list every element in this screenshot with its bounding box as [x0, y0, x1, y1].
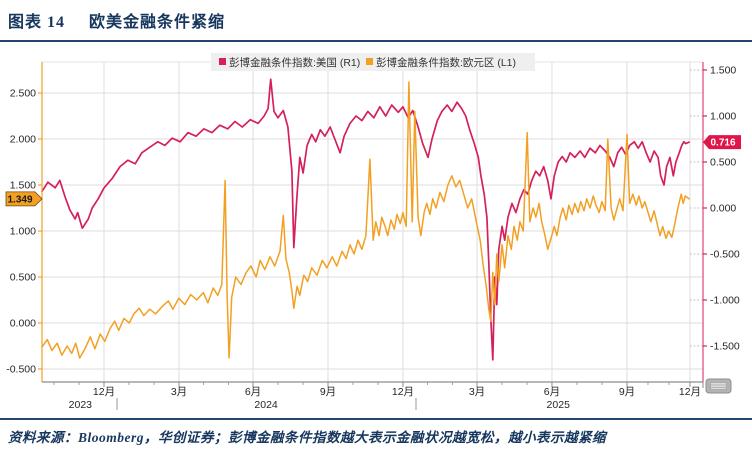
series-line-us	[41, 78, 690, 361]
legend-swatch	[366, 58, 373, 65]
series-layer	[41, 78, 690, 361]
left-tick-label: -0.500	[6, 364, 36, 376]
left-tick-label: 1.500	[10, 180, 36, 192]
legend-label: 彭博金融条件指数:美国 (R1)	[229, 56, 360, 69]
right-tick-label: 1.000	[710, 111, 736, 123]
legend-label: 彭博金融条件指数:欧元区 (L1)	[376, 56, 516, 69]
right-tick-label: 0.000	[710, 203, 736, 215]
right-tick-label: 1.500	[710, 65, 736, 77]
left-tick-label: 2.500	[10, 88, 36, 100]
x-month-label: 12月	[392, 386, 414, 398]
x-month-label: 3月	[469, 386, 485, 398]
legend-swatch	[219, 58, 226, 65]
right-tick-label: -1.500	[710, 341, 740, 353]
x-month-label: 12月	[679, 386, 701, 398]
chart-tool-icon[interactable]	[705, 378, 732, 394]
last-value-tags-layer: 1.349 0.716	[5, 135, 741, 207]
x-year-label: 2024	[254, 399, 278, 411]
x-year-label: 2023	[69, 399, 93, 411]
eurozone-last-value-text: 1.349	[7, 194, 32, 205]
right-tick-label: -1.000	[710, 295, 740, 307]
figure-title-text: 欧美金融条件紧缩	[89, 14, 226, 31]
eurozone-last-value-tag	[5, 191, 43, 207]
source-divider-rule	[0, 418, 752, 420]
left-tick-label: 1.000	[10, 226, 36, 238]
figure-number: 图表 14	[8, 14, 66, 31]
right-tick-label: 0.500	[710, 157, 736, 169]
left-tick-label: 2.000	[10, 134, 36, 146]
us-last-value-text: 0.716	[710, 138, 735, 149]
series-line-eurozone	[41, 81, 690, 359]
x-month-label: 6月	[245, 386, 261, 398]
source-note: 资料来源：Bloomberg，华创证券；彭博金融条件指数越大表示金融状况越宽松，…	[8, 430, 607, 445]
legend: 彭博金融条件指数:美国 (R1) 彭博金融条件指数:欧元区 (L1)	[211, 53, 535, 71]
left-tick-label: 0.500	[10, 272, 36, 284]
right-tick-label: -0.500	[710, 249, 740, 261]
x-month-label: 6月	[544, 386, 560, 398]
x-month-label: 9月	[320, 386, 336, 398]
axis-labels-layer: 2.500 2.000 1.500 1.000 0.500 0.000 -0.500 1.50…	[6, 65, 740, 412]
x-year-label: 2025	[547, 399, 571, 411]
x-month-label: 12月	[93, 386, 115, 398]
x-month-label: 3月	[171, 386, 187, 398]
us-last-value-tag	[703, 135, 741, 150]
title-divider-rule	[0, 40, 752, 42]
x-month-label: 9月	[619, 386, 635, 398]
grid-layer	[42, 62, 703, 382]
page-title: 图表 14 欧美金融条件紧缩	[8, 8, 225, 32]
left-tick-label: 0.000	[10, 318, 36, 330]
